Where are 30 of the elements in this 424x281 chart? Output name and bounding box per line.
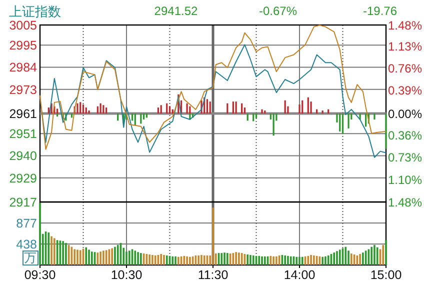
y2-tick-label: 1.48%: [388, 18, 422, 32]
y2-tick-label: 1.48%: [388, 196, 422, 210]
x-tick-label: 15:00: [370, 268, 402, 281]
y2-tick-label: 0.36%: [388, 128, 422, 143]
text: -0.67%: [258, 4, 298, 18]
y-tick-label: 877: [16, 216, 38, 231]
y-tick-label: 438: [16, 238, 38, 252]
text: -19.76: [362, 4, 398, 18]
y-tick-label: 万: [24, 251, 37, 265]
y-tick-label: 2951: [9, 127, 38, 142]
y2-tick-label: 0.00%: [388, 107, 422, 121]
x-tick-label: 10:30: [110, 268, 142, 281]
y2-tick-label: 0.73%: [388, 150, 422, 165]
chart-title: 上证指数: [9, 4, 61, 19]
text: 2941.52: [154, 4, 198, 18]
x-tick-label: 11:30: [198, 268, 228, 281]
y2-tick-label: 0.39%: [388, 84, 422, 98]
y-tick-label: 2929: [9, 171, 38, 186]
x-tick-label: 14:00: [284, 268, 316, 281]
y2-tick-label: 1.10%: [388, 172, 422, 187]
y-tick-label: 2973: [9, 82, 38, 97]
y2-tick-label: 1.13%: [388, 39, 422, 54]
y-tick-label: 2995: [9, 38, 38, 53]
y-tick-label: 2984: [9, 60, 38, 75]
y-tick-label: 2940: [9, 149, 38, 164]
y-tick-label: 3005: [9, 18, 38, 32]
x-tick-label: 09:30: [24, 268, 56, 281]
y2-tick-label: 0.76%: [388, 62, 422, 76]
y-tick-label: 2961: [9, 107, 38, 121]
y-tick-label: 2917: [9, 196, 38, 210]
